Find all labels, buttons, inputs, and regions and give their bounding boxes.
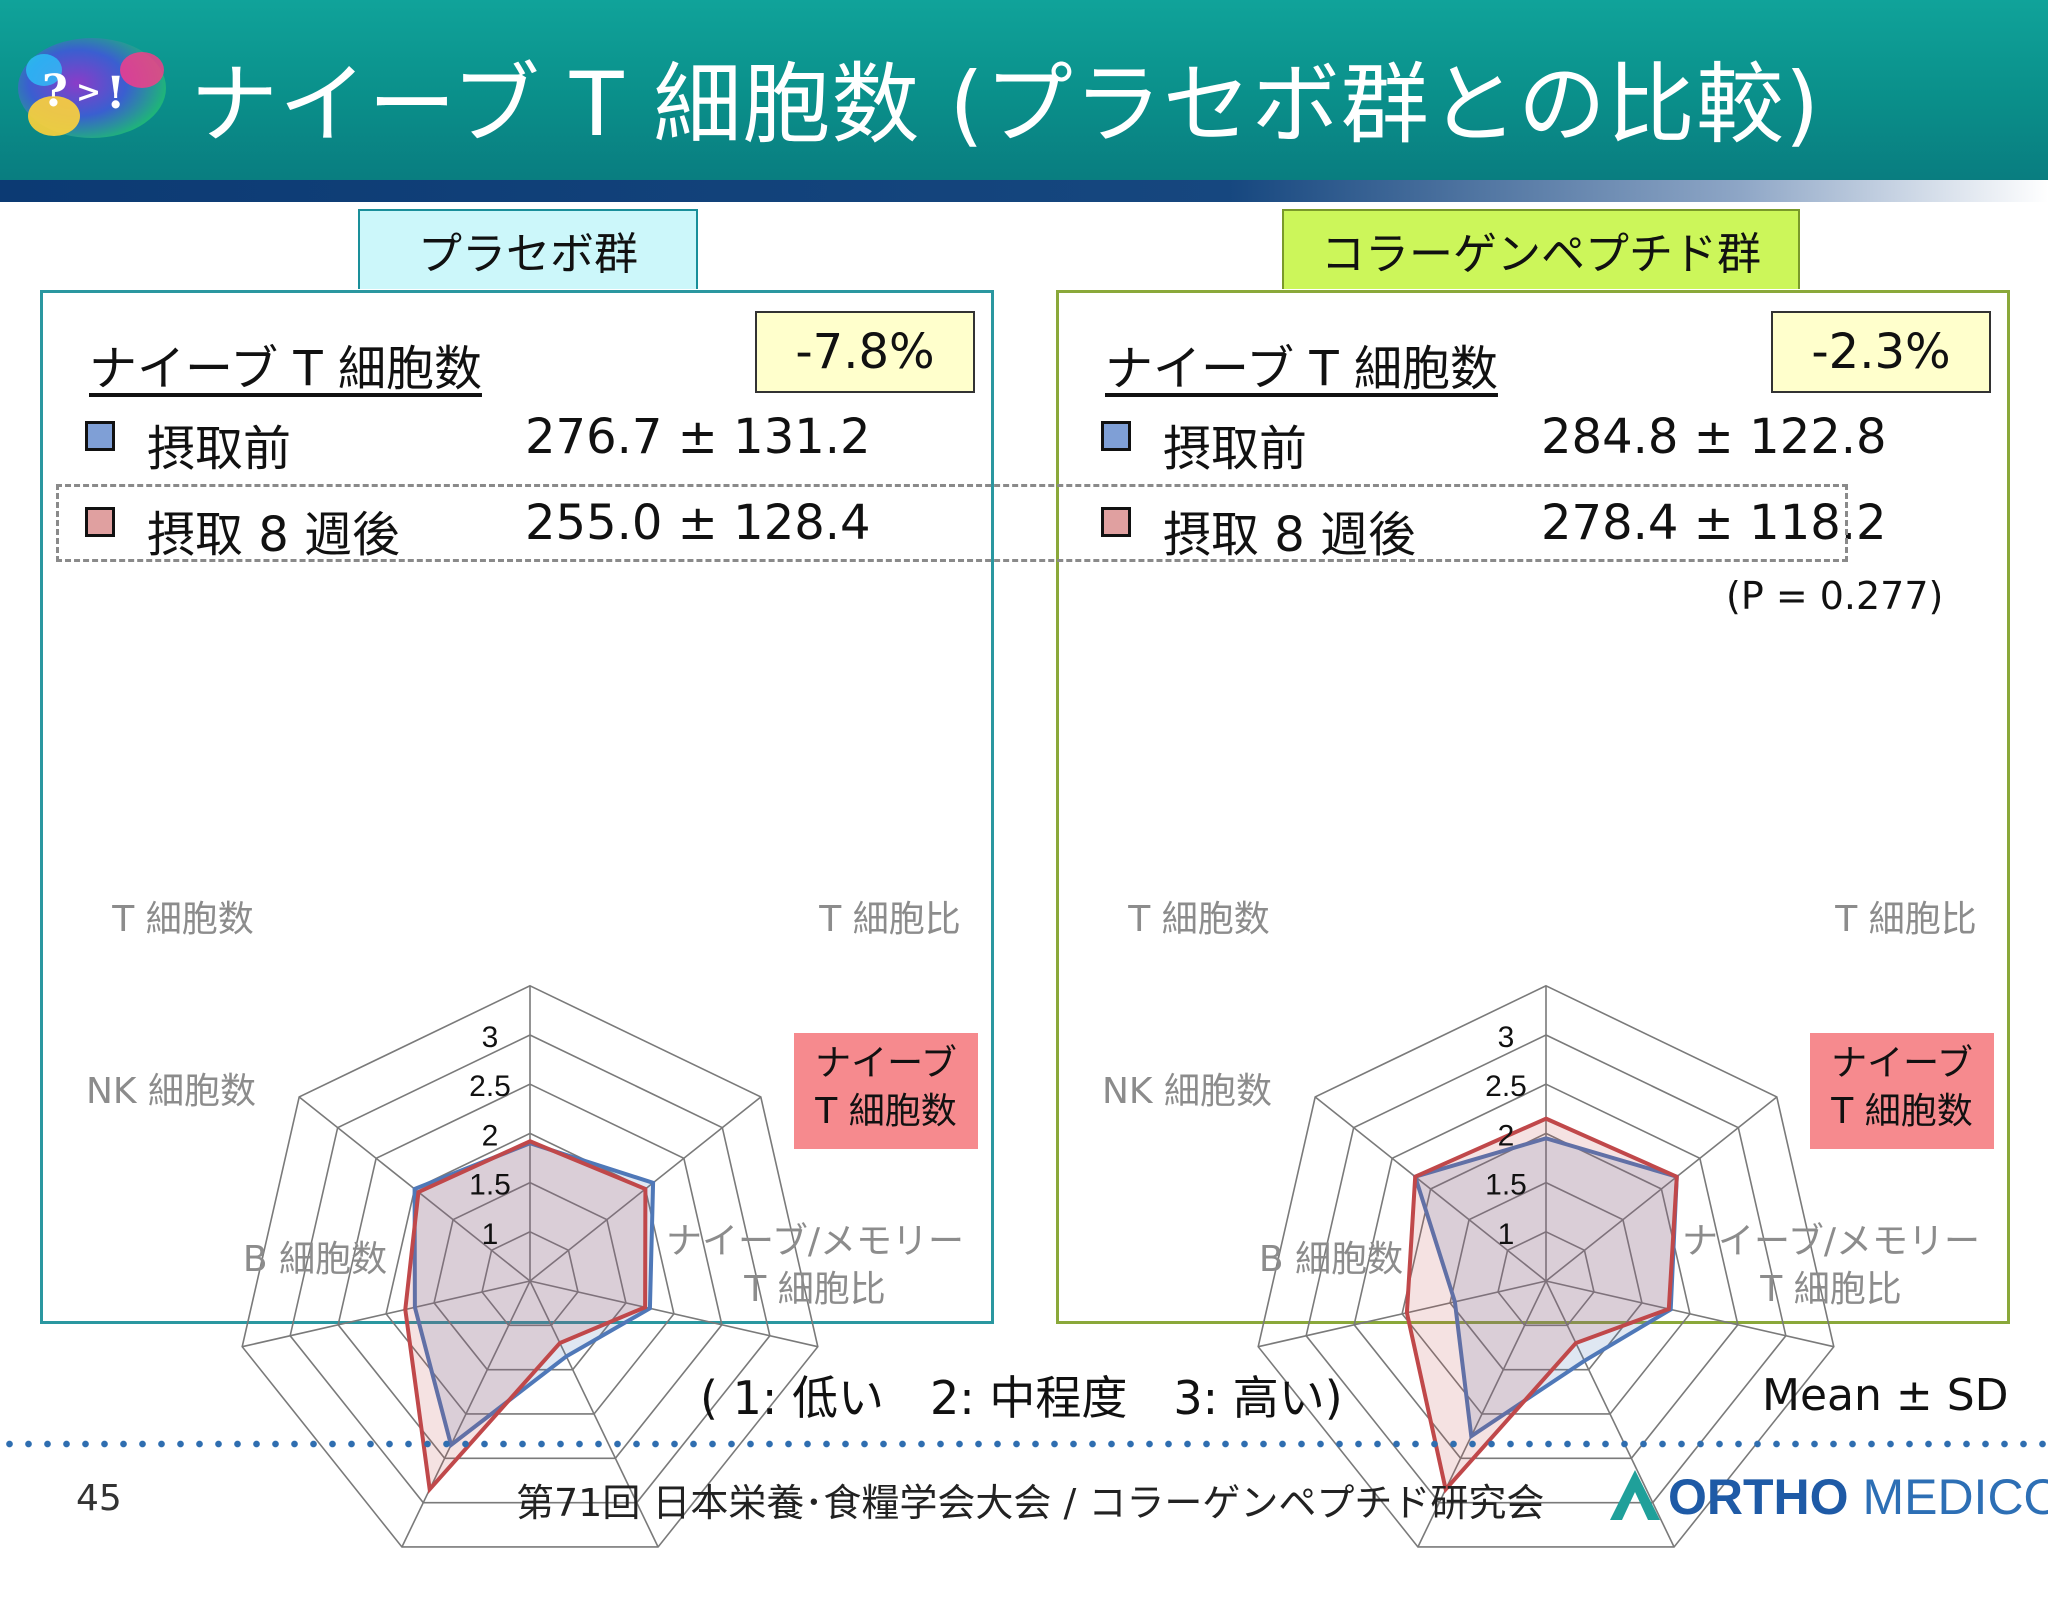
p-value: (P = 0.277) bbox=[1726, 574, 1944, 618]
radar-spoke bbox=[1314, 1096, 1547, 1282]
row-label: 摂取 8 週後 bbox=[147, 507, 401, 563]
red-legend-square-icon bbox=[85, 507, 115, 537]
radar-spoke bbox=[529, 1280, 818, 1348]
red-legend-square-icon bbox=[1101, 507, 1131, 537]
mean-sd-note: Mean ± SD bbox=[1762, 1370, 2009, 1421]
radar-axis-label: T 細胞比 bbox=[818, 899, 960, 940]
after-8-weeks-series-line bbox=[403, 1139, 648, 1494]
row-value: 284.8 ± 122.8 bbox=[1541, 409, 1887, 465]
radar-grid-ring bbox=[1497, 1230, 1595, 1327]
change-percent-box: -7.8% bbox=[755, 311, 975, 393]
radar-grid-ring bbox=[433, 1181, 627, 1371]
radar-tick-label: 1 bbox=[1498, 1218, 1515, 1251]
panel-title: ナイーブ T 細胞数 bbox=[1105, 341, 1498, 397]
radar-spoke bbox=[1545, 1280, 1834, 1348]
radar-axis-label: NK 細胞数 bbox=[1102, 1071, 1272, 1112]
title-underline-bar bbox=[0, 180, 2048, 202]
collagen-panel: ナイーブ T 細胞数 -2.3% 摂取前 284.8 ± 122.8 摂取 8 … bbox=[1056, 290, 2010, 1548]
radar-axis-label: ナイーブ bbox=[815, 1043, 957, 1084]
brand-ortho: ORTHO bbox=[1668, 1469, 1849, 1525]
radar-grid-ring bbox=[1449, 1181, 1643, 1371]
radar-axis-label: B 細胞数 bbox=[1259, 1239, 1403, 1280]
page-title: ナイーブ T 細胞数 (プラセボ群との比較) bbox=[190, 53, 1821, 156]
footer-dotted-divider bbox=[0, 1440, 2048, 1448]
radar-grid-ring bbox=[337, 1083, 723, 1460]
radar-grid-ring bbox=[385, 1132, 675, 1415]
radar-grid-ring bbox=[481, 1230, 579, 1327]
radar-tick-label: 1.5 bbox=[1485, 1169, 1527, 1202]
svg-text:!: ! bbox=[106, 68, 125, 119]
radar-axis-label: ナイーブ bbox=[1831, 1043, 1973, 1084]
radar-grid-ring bbox=[289, 1034, 771, 1504]
collagen-group-tab: コラーゲンペプチド群 bbox=[1282, 209, 1800, 289]
radar-tick-label: 3 bbox=[1498, 1021, 1515, 1054]
row-value: 276.7 ± 131.2 bbox=[525, 409, 871, 465]
row-label: 摂取 8 週後 bbox=[1163, 507, 1417, 563]
radar-tick-label: 2.5 bbox=[1485, 1070, 1527, 1103]
placebo-panel: ナイーブ T 細胞数 -7.8% 摂取前 276.7 ± 131.2 摂取 8 … bbox=[40, 290, 994, 1548]
radar-spoke bbox=[1545, 1280, 1675, 1548]
after-intake-highlight-frame bbox=[56, 484, 1848, 562]
radar-spoke bbox=[401, 1280, 531, 1548]
radar-spoke bbox=[1417, 1280, 1547, 1548]
placebo-group-tab: プラセボ群 bbox=[358, 209, 698, 289]
radar-spoke bbox=[529, 1280, 659, 1548]
radar-axis-label: ナイーブ/メモリー bbox=[666, 1221, 964, 1262]
radar-grid-ring bbox=[1305, 1034, 1787, 1504]
radar-tick-label: 2 bbox=[1498, 1119, 1515, 1152]
radar-axis-label: B 細胞数 bbox=[243, 1239, 387, 1280]
radar-tick-label: 3 bbox=[482, 1021, 499, 1054]
row-label: 摂取前 bbox=[1163, 421, 1308, 477]
change-percent-box: -2.3% bbox=[1771, 311, 1991, 393]
panel-title: ナイーブ T 細胞数 bbox=[89, 341, 482, 397]
row-label: 摂取前 bbox=[147, 421, 292, 477]
conference-name: 第71回 日本栄養･食糧学会大会 / コラーゲンペプチド研究会 bbox=[516, 1481, 1545, 1525]
page-number: 45 bbox=[76, 1478, 122, 1519]
radar-axis-label: T 細胞数 bbox=[111, 899, 253, 940]
radar-spoke bbox=[1545, 1096, 1778, 1282]
radar-tick-label: 1.5 bbox=[469, 1169, 511, 1202]
radar-axis-label: T 細胞数 bbox=[1127, 899, 1269, 940]
radar-axis-label: T 細胞比 bbox=[1759, 1269, 1901, 1310]
radar-axis-label: T 細胞数 bbox=[814, 1091, 956, 1132]
after-8-weeks-series-line bbox=[1404, 1116, 1679, 1494]
highlight-axis-box bbox=[1810, 1033, 1994, 1149]
blue-legend-square-icon bbox=[85, 421, 115, 451]
radar-axis-label: ナイーブ/メモリー bbox=[1682, 1221, 1980, 1262]
scale-note: ( 1: 低い 2: 中程度 3: 高い) bbox=[700, 1371, 1343, 1425]
question-exclamation-logo-icon: ? > ! bbox=[18, 38, 166, 138]
svg-text:>: > bbox=[76, 75, 101, 110]
title-bar: ? > ! ナイーブ T 細胞数 (プラセボ群との比較) bbox=[0, 0, 2048, 180]
highlight-axis-box bbox=[794, 1033, 978, 1149]
row-value: 278.4 ± 118.2 bbox=[1541, 495, 1887, 551]
radar-axis-label: T 細胞比 bbox=[743, 1269, 885, 1310]
blue-legend-square-icon bbox=[1101, 421, 1131, 451]
radar-axis-label: T 細胞比 bbox=[1834, 899, 1976, 940]
radar-axis-label: T 細胞数 bbox=[1830, 1091, 1972, 1132]
radar-spoke bbox=[1258, 1280, 1547, 1348]
radar-tick-label: 2 bbox=[482, 1119, 499, 1152]
radar-grid-ring bbox=[1353, 1083, 1739, 1460]
brand-logo: ORTHO MEDICO bbox=[1606, 1468, 2048, 1526]
ortho-medico-logo-icon bbox=[1610, 1470, 1660, 1520]
row-value: 255.0 ± 128.4 bbox=[525, 495, 871, 551]
radar-spoke bbox=[242, 1280, 531, 1348]
radar-tick-label: 1 bbox=[482, 1218, 499, 1251]
radar-axis-label: NK 細胞数 bbox=[86, 1071, 256, 1112]
radar-tick-label: 2.5 bbox=[469, 1070, 511, 1103]
brand-medico: MEDICO bbox=[1848, 1469, 2048, 1525]
svg-text:?: ? bbox=[42, 66, 68, 117]
